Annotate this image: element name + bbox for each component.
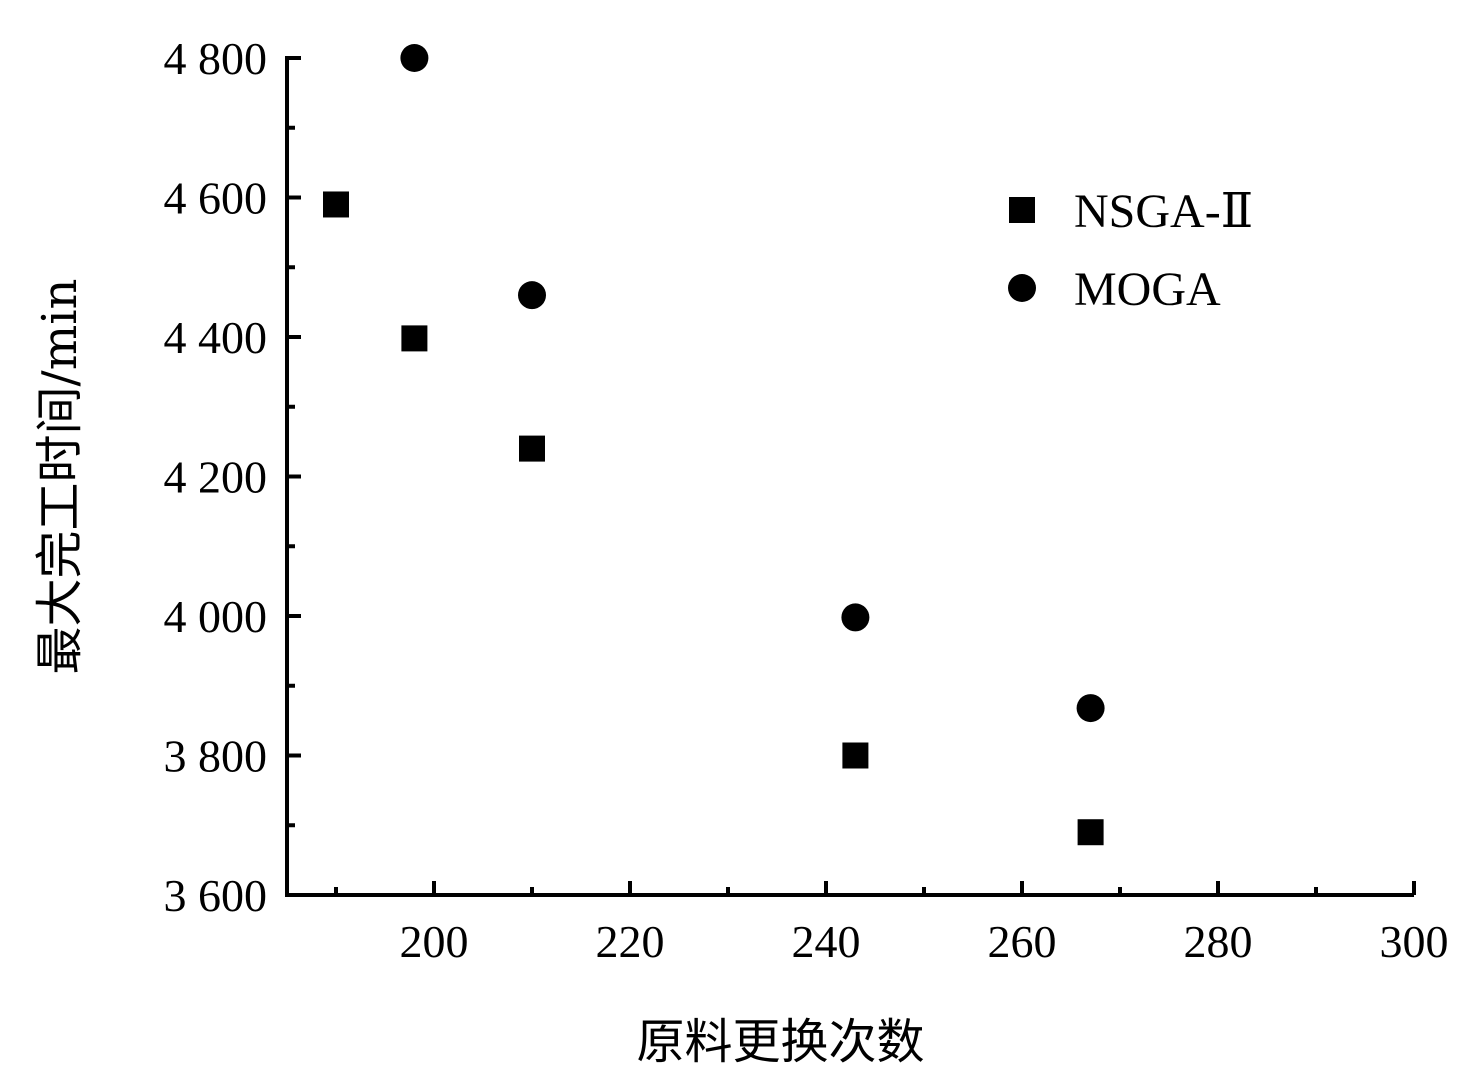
x-tick-label: 300 (1380, 916, 1449, 967)
y-tick-label: 4 200 (164, 452, 268, 503)
x-axis-title: 原料更换次数 (636, 1014, 924, 1070)
moga-data-point (1076, 694, 1105, 723)
nsga2-data-point (323, 191, 349, 218)
legend: NSGA-Ⅱ MOGA (1008, 185, 1253, 316)
x-tick-label: 280 (1184, 916, 1253, 967)
x-tick-label: 240 (792, 916, 861, 967)
nsga2-data-point (401, 325, 428, 352)
nsga2-data-point (1077, 819, 1104, 846)
x-axis-tick-labels: 200 220 240 260 280 300 (400, 916, 1449, 967)
y-tick-label: 3 600 (164, 870, 268, 921)
y-tick-label: 4 400 (164, 312, 268, 363)
y-tick-label: 4 600 (164, 173, 268, 224)
data-markers (323, 44, 1105, 846)
y-tick-label: 4 000 (164, 591, 268, 642)
legend-label-0: NSGA-Ⅱ (1074, 185, 1253, 238)
y-axis-title: 最大完工时间/min (32, 279, 88, 675)
legend-circle-marker (1008, 274, 1036, 302)
legend-square-marker (1009, 197, 1035, 223)
x-axis-ticks (334, 881, 1416, 895)
x-tick-label: 260 (988, 916, 1057, 967)
x-tick-label: 200 (400, 916, 469, 967)
y-tick-label: 4 800 (164, 33, 268, 84)
y-tick-label: 3 800 (164, 731, 268, 782)
y-axis-ticks (287, 56, 301, 897)
x-tick-label: 220 (596, 916, 665, 967)
moga-data-point (518, 281, 546, 310)
moga-data-point (841, 603, 870, 632)
nsga2-data-point (842, 742, 869, 769)
y-axis-tick-labels: 3 600 3 800 4 000 4 200 4 400 4 600 4 800 (164, 33, 268, 921)
legend-label-1: MOGA (1074, 263, 1221, 316)
nsga2-data-point (519, 435, 545, 462)
moga-data-point (400, 44, 429, 72)
